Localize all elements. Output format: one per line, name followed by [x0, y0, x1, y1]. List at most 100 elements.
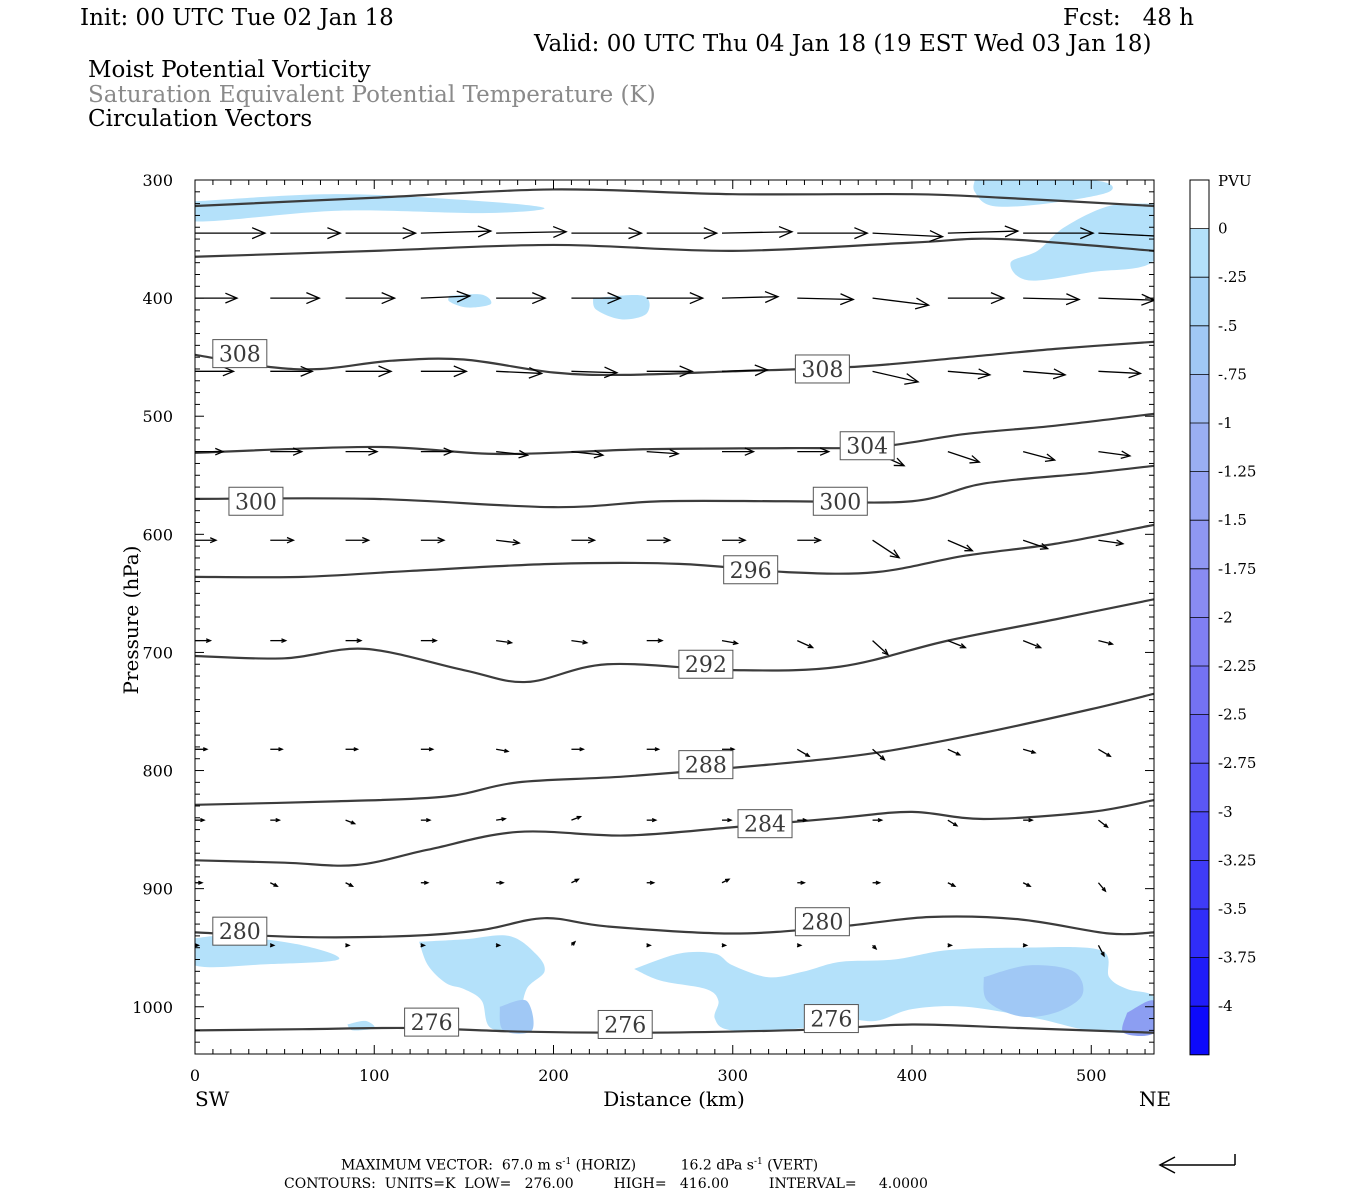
x-axis-label: Distance (km)	[603, 1087, 745, 1111]
vector-arrow	[1023, 293, 1081, 306]
vector-arrow	[269, 882, 279, 887]
vector-arrow	[270, 292, 321, 305]
vector-arrow	[947, 943, 954, 948]
vector-arrow	[947, 539, 974, 552]
vector-arrow	[797, 880, 806, 885]
vector-arrow	[496, 366, 544, 379]
vector-arrow	[1098, 232, 1154, 237]
vector-arrow	[721, 943, 728, 948]
vector-arrow	[195, 943, 201, 948]
colorbar-label: -.25	[1218, 268, 1247, 286]
svg-text:292: 292	[685, 653, 727, 678]
vector-arrow	[420, 747, 435, 752]
vector-arrow	[646, 747, 661, 752]
vector-arrow	[571, 449, 605, 459]
vector-arrow	[721, 225, 794, 239]
colorbar-swatch	[1190, 277, 1209, 326]
svg-text:284: 284	[744, 813, 786, 838]
vector-arrow	[195, 366, 236, 377]
contour-upper-9	[195, 237, 1154, 258]
vector-arrow	[195, 537, 218, 544]
colorbar-swatch	[1190, 957, 1209, 1007]
vector-arrow	[270, 536, 296, 544]
vector-arrow	[1097, 882, 1107, 893]
max-vector-info: MAXIMUM VECTOR: 67.0 m s-1 (HORIZ) 16.2 …	[341, 1157, 819, 1174]
colorbar-swatch	[1190, 228, 1209, 278]
colorbar-label: -.75	[1218, 365, 1247, 383]
vector-arrow	[195, 880, 204, 885]
vector-arrow	[496, 538, 521, 546]
valid-time: Valid: 00 UTC Thu 04 Jan 18 (19 EST Wed …	[534, 31, 1152, 57]
vector-arrow	[1022, 451, 1057, 463]
pv-region-3	[448, 294, 492, 308]
svg-text:296: 296	[730, 559, 772, 584]
reference-vector-arrow	[1158, 1154, 1236, 1174]
vector-arrow	[195, 817, 206, 823]
vector-arrow	[796, 748, 811, 758]
colorbar-swatch	[1190, 666, 1209, 715]
vector-arrow	[571, 292, 623, 305]
vector-arrow	[571, 639, 589, 645]
vector-arrow	[496, 225, 568, 239]
colorbar-label: -4	[1218, 997, 1233, 1015]
pv-shading	[195, 180, 1154, 1036]
colorbar-label: -3.5	[1218, 900, 1247, 918]
vector-arrow	[1098, 639, 1115, 646]
y-tick-label: 800	[142, 762, 173, 781]
contour-info: CONTOURS: UNITS=K LOW= 276.00 HIGH= 416.…	[284, 1176, 928, 1192]
y-axis-label: Pressure (hPa)	[119, 546, 143, 695]
vector-arrow	[1023, 227, 1095, 240]
vector-arrow	[797, 227, 869, 240]
y-tick-label: 400	[142, 289, 173, 308]
vector-arrow	[496, 292, 547, 305]
colorbar-swatch	[1190, 811, 1209, 861]
x-tick-label: 400	[897, 1066, 928, 1085]
vector-arrow	[721, 639, 740, 646]
y-tick-label: 700	[142, 643, 173, 662]
x-tick-label: 500	[1076, 1066, 1107, 1085]
vector-arrow	[1097, 945, 1105, 958]
vector-arrow	[1022, 539, 1050, 550]
colorbar-swatch	[1190, 763, 1209, 812]
contour-label: 308	[794, 354, 850, 384]
contour-300-6	[195, 464, 1154, 509]
contour-296-5	[195, 523, 1154, 579]
vector-arrow	[345, 638, 363, 644]
x-tick-label: 200	[538, 1066, 569, 1085]
vector-arrow	[646, 292, 705, 305]
pv-region-11	[499, 999, 534, 1034]
contour-308-8	[195, 340, 1154, 377]
vector-arrow	[872, 229, 945, 243]
contour-label: 280	[794, 907, 850, 937]
vector-arrow	[571, 366, 619, 379]
vector-arrow	[420, 880, 430, 885]
colorbar-label: -1.75	[1218, 560, 1256, 578]
vector-arrow	[872, 640, 890, 656]
svg-text:280: 280	[801, 911, 843, 936]
vector-arrow	[721, 364, 770, 377]
vector-arrow	[646, 448, 680, 458]
theta-es-contours	[195, 188, 1154, 1034]
y-tick-label: 300	[142, 171, 173, 190]
vector-arrow	[1098, 748, 1112, 758]
vector-arrow	[947, 451, 981, 464]
vector-arrow	[1022, 943, 1029, 948]
contour-labels: 308 308 304 300 300 296 292 288 284 280 280 276 276 2…	[212, 339, 895, 1039]
vector-arrow	[872, 817, 884, 823]
vector-arrow	[571, 536, 597, 544]
vector-arrow	[270, 747, 284, 752]
x-end-label-sw: SW	[195, 1087, 230, 1111]
svg-text:276: 276	[810, 1008, 852, 1033]
svg-text:276: 276	[411, 1011, 453, 1036]
colorbar-label: -1	[1218, 414, 1233, 432]
y-tick-label: 600	[142, 525, 173, 544]
colorbar-label: -2.75	[1218, 754, 1256, 772]
y-tick-label: 1000	[132, 998, 173, 1017]
vector-arrow	[1022, 640, 1043, 649]
vector-arrow	[797, 536, 823, 544]
vector-arrow	[947, 225, 1020, 238]
vector-arrow	[722, 536, 747, 544]
vector-arrow	[420, 225, 493, 238]
colorbar-swatch	[1190, 860, 1209, 909]
